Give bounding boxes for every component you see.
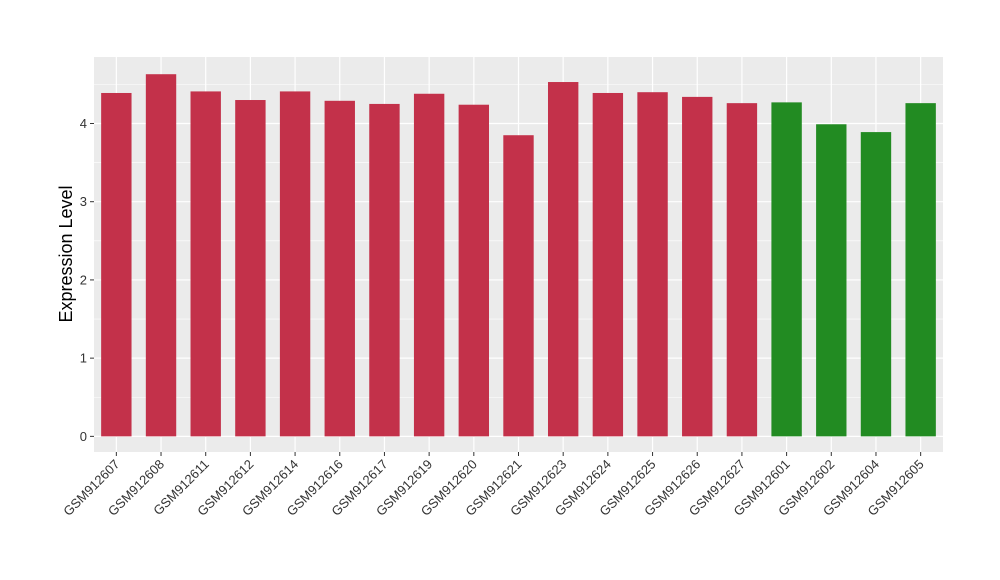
bar-gsm912608 [145,74,177,437]
bar-gsm912614 [279,91,311,437]
bars [101,74,936,437]
bar-gsm912627 [726,103,758,437]
y-tick-label: 4 [80,116,87,131]
y-axis-title: Expression Level [56,185,76,322]
bar-gsm912604 [860,132,892,437]
bar-gsm912607 [101,92,132,437]
bar-gsm912621 [503,135,534,437]
bar-gsm912611 [190,91,221,437]
bar-gsm912625 [637,92,668,437]
bar-gsm912612 [235,100,266,437]
x-axis: GSM912607GSM912608GSM912611GSM912612GSM9… [60,452,927,519]
bar-gsm912620 [458,104,490,437]
bar-gsm912602 [816,124,847,437]
bar-gsm912617 [369,103,400,437]
bar-gsm912601 [771,102,802,437]
y-tick-label: 1 [80,351,87,366]
y-tick-label: 0 [80,429,87,444]
y-axis: 0 1 2 3 4 [80,116,94,444]
y-tick-label: 2 [80,272,87,287]
bar-gsm912623 [547,82,579,437]
bar-gsm912605 [905,103,936,437]
y-tick-label: 3 [80,194,87,209]
bar-gsm912616 [324,100,355,437]
bar-gsm912619 [413,93,445,437]
bar-gsm912624 [592,92,624,437]
bar-gsm912626 [682,96,713,437]
